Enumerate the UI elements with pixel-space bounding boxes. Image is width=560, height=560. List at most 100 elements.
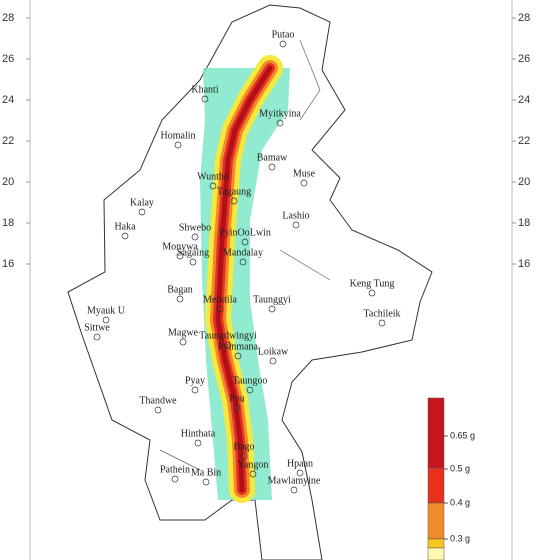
- lat-label-right: 16: [518, 258, 530, 270]
- hazard-band: [205, 55, 283, 503]
- city-label: Taungoo: [233, 375, 268, 386]
- city-marker: [216, 305, 224, 313]
- city-marker: [239, 258, 247, 266]
- legend-label: 0.4 g: [450, 497, 470, 507]
- lat-label-left: 26: [2, 53, 14, 65]
- city-label: Sagaing: [177, 247, 209, 258]
- city-label: Myauk U: [87, 305, 126, 316]
- city-marker: [209, 182, 217, 190]
- lat-label-right: 18: [518, 217, 530, 229]
- city-label: Hpaan: [287, 458, 313, 469]
- lat-label-left: 18: [2, 217, 14, 229]
- city-label: Pathein: [160, 464, 190, 475]
- city-label: Monywa: [162, 241, 198, 252]
- legend-label: 0.5 g: [450, 463, 470, 473]
- lat-label-right: 24: [518, 94, 530, 106]
- lat-label-left: 16: [2, 258, 14, 270]
- lat-label-right: 20: [518, 176, 530, 188]
- city-marker: [269, 357, 277, 365]
- city-label: Bago: [233, 441, 254, 452]
- city-label: Bamaw: [257, 152, 288, 163]
- lat-label-left: 28: [2, 12, 14, 24]
- lat-label-left: 24: [2, 94, 14, 106]
- city-marker: [300, 179, 308, 187]
- city-label: Yangon: [238, 459, 269, 470]
- city-label: PyinOoLwin: [219, 227, 271, 238]
- city-label: Ma Bin: [191, 467, 221, 478]
- lat-label-left: 22: [2, 135, 14, 147]
- legend-swatch: [427, 547, 445, 560]
- city-marker: [202, 478, 210, 486]
- city-marker: [268, 305, 276, 313]
- city-label: Pyay: [185, 375, 205, 386]
- city-label: Haka: [114, 221, 136, 232]
- city-marker: [290, 486, 298, 494]
- city-label: Sittwe: [84, 322, 110, 333]
- city-marker: [191, 233, 199, 241]
- city-marker: [378, 319, 386, 327]
- city-label: Taunggyi: [253, 294, 291, 305]
- city-marker: [230, 197, 238, 205]
- city-marker: [233, 404, 241, 412]
- city-marker: [268, 163, 276, 171]
- city-marker: [102, 316, 110, 324]
- city-marker: [93, 333, 101, 341]
- city-label: Shwebo: [179, 222, 211, 233]
- city-marker: [176, 295, 184, 303]
- legend-swatch: [427, 467, 445, 504]
- city-marker: [368, 289, 376, 297]
- city-label: Loikaw: [258, 346, 289, 357]
- city-label: Pyu: [229, 393, 245, 404]
- city-label: Taungdwingyi: [199, 330, 257, 341]
- legend-label: 0.65 g: [450, 430, 475, 440]
- city-marker: [240, 452, 248, 460]
- city-label: Tachileik: [363, 308, 400, 319]
- city-label: Thandwe: [139, 395, 177, 406]
- legend-swatch: [427, 538, 445, 549]
- city-marker: [191, 386, 199, 394]
- city-label: Tagaung: [217, 186, 251, 197]
- city-marker: [249, 470, 257, 478]
- lat-label-right: 28: [518, 12, 530, 24]
- city-marker: [241, 238, 249, 246]
- city-marker: [171, 475, 179, 483]
- legend-label: 0.3 g: [450, 533, 470, 543]
- city-label: Pyinmana: [218, 341, 259, 352]
- city-marker: [179, 338, 187, 346]
- city-label: Kalay: [130, 197, 154, 208]
- hazard-0.65: [215, 65, 273, 493]
- lat-label-left: 20: [2, 176, 14, 188]
- city-marker: [176, 252, 184, 260]
- country-border: [67, 4, 433, 560]
- city-marker: [234, 352, 242, 360]
- city-label: Hinthata: [181, 428, 216, 439]
- city-label: Magwe: [168, 327, 199, 338]
- city-label: Meiktila: [203, 294, 237, 305]
- city-label: Homalin: [161, 130, 196, 141]
- city-label: Khanti: [191, 84, 218, 95]
- lat-label-right: 26: [518, 53, 530, 65]
- city-label: Muse: [293, 168, 316, 179]
- city-label: Putao: [272, 29, 295, 40]
- legend-swatch: [427, 502, 445, 540]
- city-marker: [276, 119, 284, 127]
- city-marker: [174, 141, 182, 149]
- city-marker: [224, 341, 232, 349]
- city-label: Keng Tung: [350, 278, 395, 289]
- city-label: Myitkyina: [259, 108, 301, 119]
- city-label: Mandalay: [223, 247, 263, 258]
- city-label: Wuntho: [197, 171, 229, 182]
- city-label: Mawlamyine: [268, 475, 321, 486]
- city-label: Bagan: [167, 284, 193, 295]
- city-marker: [246, 386, 254, 394]
- city-marker: [292, 221, 300, 229]
- city-marker: [154, 406, 162, 414]
- city-marker: [201, 95, 209, 103]
- city-marker: [296, 469, 304, 477]
- city-label: Lashio: [282, 210, 309, 221]
- legend-swatch: [427, 397, 445, 469]
- lat-label-right: 22: [518, 135, 530, 147]
- city-marker: [189, 258, 197, 266]
